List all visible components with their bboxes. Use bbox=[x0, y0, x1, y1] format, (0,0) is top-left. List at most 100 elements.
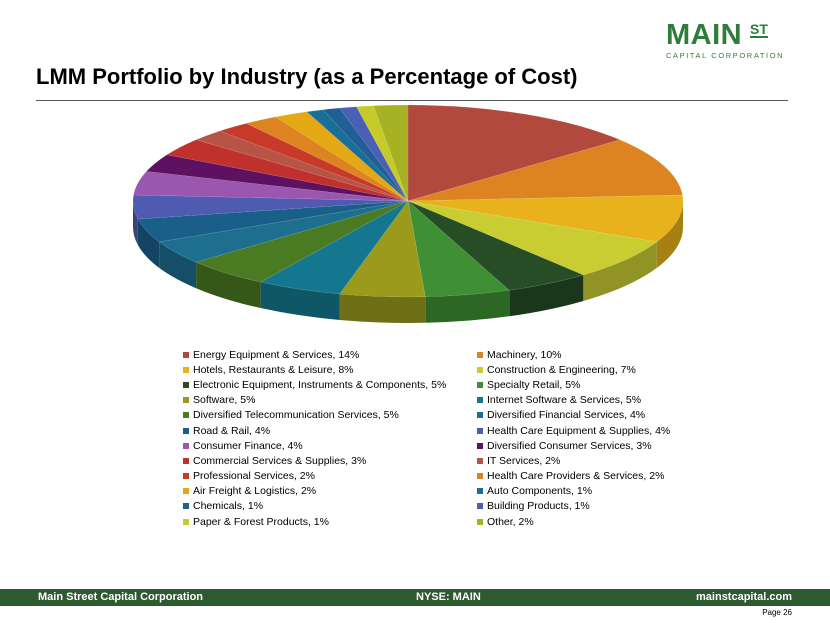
pie-slice-health-care-equipment-supplies bbox=[132, 194, 409, 220]
legend-label: Air Freight & Logistics, 2% bbox=[193, 485, 317, 498]
legend-item: Chemicals, 1% bbox=[183, 499, 477, 514]
legend-item: Diversified Consumer Services, 3% bbox=[477, 438, 717, 453]
legend-item: Paper & Forest Products, 1% bbox=[183, 514, 477, 529]
legend-label: Health Care Equipment & Supplies, 4% bbox=[487, 424, 671, 437]
legend-item: Hotels, Restaurants & Leisure, 8% bbox=[183, 362, 477, 377]
pie-side-diversified-financial-services bbox=[159, 241, 197, 289]
legend-swatch bbox=[477, 518, 483, 525]
pie-slice-commercial-services-supplies bbox=[166, 139, 409, 202]
legend-label: Commercial Services & Supplies, 3% bbox=[193, 454, 367, 467]
pie-side-specialty-retail bbox=[425, 290, 510, 323]
legend-item: Health Care Equipment & Supplies, 4% bbox=[477, 423, 717, 438]
legend-swatch bbox=[183, 351, 189, 358]
pie-side-hotels-restaurants-leisure bbox=[656, 201, 683, 268]
legend-item: Diversified Financial Services, 4% bbox=[477, 408, 717, 423]
pie-slice-diversified-telecommunication-services bbox=[195, 200, 409, 283]
legend-item: Health Care Providers & Services, 2% bbox=[477, 469, 717, 484]
legend-swatch bbox=[183, 488, 189, 495]
pie-chart bbox=[132, 104, 684, 323]
pie-side-walls bbox=[133, 201, 683, 323]
legend-item: Internet Software & Services, 5% bbox=[477, 393, 717, 408]
legend-label: IT Services, 2% bbox=[487, 454, 561, 467]
legend-item: IT Services, 2% bbox=[477, 453, 717, 468]
pie-slice-it-services bbox=[195, 130, 409, 202]
legend-swatch bbox=[477, 473, 483, 480]
pie-side-internet-software-services bbox=[260, 282, 340, 320]
logo-main-text: MAIN bbox=[666, 19, 743, 51]
legend-item: Specialty Retail, 5% bbox=[477, 377, 717, 392]
logo-superscript: ST bbox=[750, 21, 768, 38]
pie-slice-chemicals bbox=[322, 107, 409, 202]
legend-swatch bbox=[477, 351, 483, 358]
legend-swatch bbox=[477, 488, 483, 495]
legend-label: Electronic Equipment, Instruments & Comp… bbox=[193, 378, 447, 391]
pie-slice-auto-components bbox=[306, 109, 409, 202]
legend-label: Other, 2% bbox=[487, 515, 534, 528]
pie-slice-other bbox=[373, 104, 409, 202]
legend-swatch bbox=[477, 503, 483, 510]
legend-label: Specialty Retail, 5% bbox=[487, 378, 581, 391]
legend-swatch bbox=[183, 397, 189, 404]
pie-side-electronic-equipment-instruments-components bbox=[509, 274, 584, 317]
legend-swatch bbox=[477, 412, 483, 419]
title-divider bbox=[36, 100, 788, 101]
footer-company-name: Main Street Capital Corporation bbox=[38, 591, 204, 603]
pie-side-construction-engineering bbox=[583, 241, 657, 301]
legend-label: Construction & Engineering, 7% bbox=[487, 363, 636, 376]
legend-swatch bbox=[477, 397, 483, 404]
legend-swatch bbox=[183, 442, 189, 449]
legend-item: Professional Services, 2% bbox=[183, 469, 477, 484]
legend-item: Building Products, 1% bbox=[477, 499, 717, 514]
pie-slice-health-care-providers-services bbox=[245, 116, 409, 202]
pie-slice-electronic-equipment-instruments-components bbox=[407, 200, 585, 291]
legend-label: Chemicals, 1% bbox=[193, 500, 264, 513]
pie-side-road-rail bbox=[137, 218, 160, 268]
legend-item: Electronic Equipment, Instruments & Comp… bbox=[183, 377, 477, 392]
pie-slice-hotels-restaurants-leisure bbox=[407, 194, 684, 243]
legend-swatch bbox=[183, 518, 189, 525]
legend-swatch bbox=[477, 427, 483, 434]
legend-swatch bbox=[183, 427, 189, 434]
pie-slice-air-freight-logistics bbox=[274, 111, 409, 202]
legend-label: Hotels, Restaurants & Leisure, 8% bbox=[193, 363, 354, 376]
legend-label: Diversified Financial Services, 4% bbox=[487, 409, 646, 422]
legend-swatch bbox=[183, 366, 189, 373]
footer-bar: Main Street Capital Corporation NYSE: MA… bbox=[0, 589, 830, 606]
pie-slice-paper-forest-products bbox=[356, 105, 409, 202]
legend-item: Consumer Finance, 4% bbox=[183, 438, 477, 453]
chart-legend: Energy Equipment & Services, 14% Machiner… bbox=[183, 347, 723, 529]
pie-slice-energy-equipment-services bbox=[407, 104, 621, 202]
legend-swatch bbox=[183, 473, 189, 480]
legend-label: Diversified Telecommunication Services, … bbox=[193, 409, 399, 422]
legend-item: Construction & Engineering, 7% bbox=[477, 362, 717, 377]
legend-swatch bbox=[477, 442, 483, 449]
legend-item: Energy Equipment & Services, 14% bbox=[183, 347, 477, 362]
pie-slice-machinery bbox=[407, 139, 683, 202]
legend-label: Road & Rail, 4% bbox=[193, 424, 271, 437]
pie-slice-diversified-financial-services bbox=[158, 200, 409, 263]
pie-side-diversified-telecommunication-services bbox=[196, 262, 261, 309]
pie-slice-construction-engineering bbox=[407, 200, 658, 276]
legend-swatch bbox=[477, 457, 483, 464]
legend-label: Software, 5% bbox=[193, 394, 256, 407]
pie-slice-specialty-retail bbox=[407, 200, 510, 298]
legend-label: Machinery, 10% bbox=[487, 348, 562, 361]
pie-slice-consumer-finance bbox=[133, 171, 409, 202]
legend-swatch bbox=[183, 381, 189, 388]
page-title: LMM Portfolio by Industry (as a Percenta… bbox=[36, 64, 578, 89]
legend-item: Auto Components, 1% bbox=[477, 484, 717, 499]
pie-slice-software bbox=[339, 200, 426, 298]
footer-website: mainstcapital.com bbox=[696, 591, 792, 603]
pie-slice-diversified-consumer-services bbox=[145, 154, 409, 202]
legend-label: Building Products, 1% bbox=[487, 500, 590, 513]
legend-item: Road & Rail, 4% bbox=[183, 423, 477, 438]
pie-top-faces bbox=[132, 104, 684, 298]
legend-item: Air Freight & Logistics, 2% bbox=[183, 484, 477, 499]
legend-grid: Energy Equipment & Services, 14% Machiner… bbox=[183, 347, 723, 529]
legend-label: Health Care Providers & Services, 2% bbox=[487, 470, 665, 483]
legend-label: Internet Software & Services, 5% bbox=[487, 394, 642, 407]
legend-item: Software, 5% bbox=[183, 393, 477, 408]
legend-item: Machinery, 10% bbox=[477, 347, 717, 362]
legend-swatch bbox=[183, 457, 189, 464]
pie-slice-internet-software-services bbox=[259, 200, 409, 295]
